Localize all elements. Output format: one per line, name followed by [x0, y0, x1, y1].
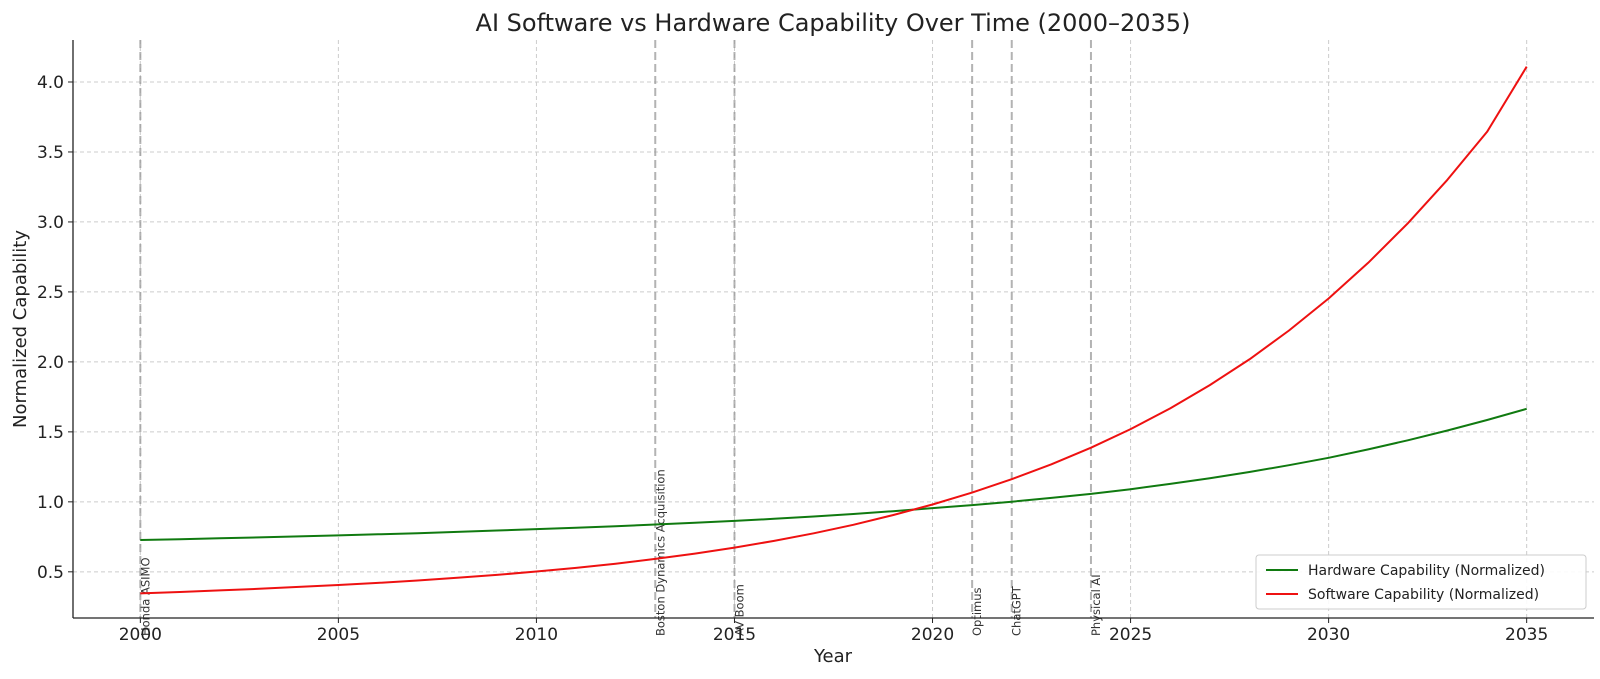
event-label-1: Boston Dynamics Acquisition — [653, 469, 667, 636]
legend-box — [1255, 554, 1587, 610]
y-tick-label-7: 4.0 — [37, 73, 64, 93]
x-axis-label: Year — [813, 646, 853, 667]
x-tick-label-6: 2030 — [1307, 625, 1350, 645]
y-tick-label-4: 2.5 — [37, 283, 64, 303]
series-line-1 — [140, 66, 1528, 595]
event-label-0: Honda ASIMO — [138, 557, 152, 636]
y-tick-label-0: 0.5 — [37, 563, 64, 583]
x-tick-label-3: 2015 — [713, 625, 756, 645]
event-label-4: ChatGPT — [1010, 585, 1024, 636]
y-ticks: 0.5 1.0 1.5 2.0 2.5 3.0 3.5 4.0 — [37, 73, 73, 583]
x-tick-label-4: 2020 — [911, 625, 954, 645]
event-markers: Honda ASIMO Boston Dynamics Acquisition AV… — [138, 40, 1103, 636]
x-tick-label-2: 2010 — [515, 625, 558, 645]
chart-title: AI Software vs Hardware Capability Over … — [476, 9, 1191, 37]
axes — [72, 40, 1594, 619]
legend-label-software: Software Capability (Normalized) — [1308, 587, 1539, 603]
x-ticks: 2000 2005 2010 2015 2020 2025 2030 2035 — [119, 618, 1548, 645]
y-tick-label-5: 3.0 — [37, 213, 64, 233]
x-tick-label-7: 2035 — [1505, 625, 1548, 645]
y-axis-label: Normalized Capability — [10, 230, 31, 428]
grid — [73, 40, 1594, 618]
y-tick-label-3: 2.0 — [37, 353, 64, 373]
y-tick-label-6: 3.5 — [37, 143, 64, 163]
event-label-5: Physical AI — [1089, 574, 1103, 636]
series-line-0 — [140, 407, 1527, 541]
x-tick-label-1: 2005 — [317, 625, 360, 645]
y-tick-label-1: 1.0 — [37, 493, 64, 513]
x-tick-label-5: 2025 — [1109, 625, 1152, 645]
y-tick-label-2: 1.5 — [37, 423, 64, 443]
legend: Hardware Capability (Normalized) Softwar… — [1255, 554, 1587, 610]
event-label-3: Optimus — [970, 587, 984, 636]
x-tick-label-0: 2000 — [119, 625, 162, 645]
event-label-2: AV Boom — [732, 584, 746, 636]
legend-label-hardware: Hardware Capability (Normalized) — [1308, 563, 1545, 579]
series-lines — [140, 66, 1528, 595]
